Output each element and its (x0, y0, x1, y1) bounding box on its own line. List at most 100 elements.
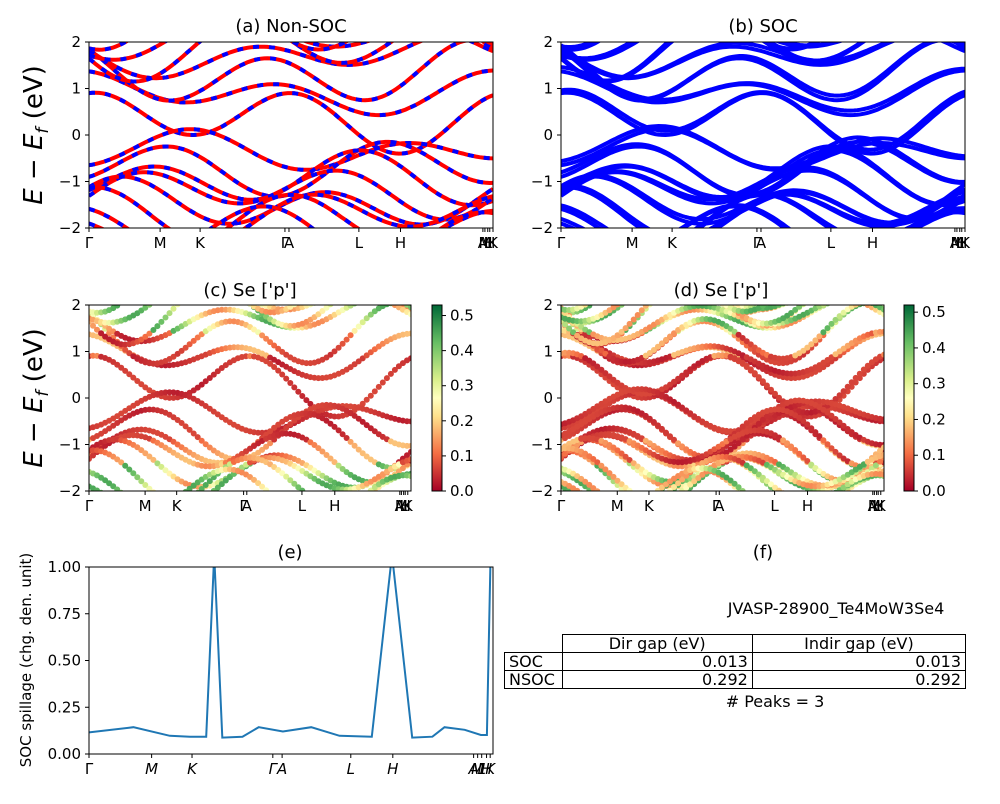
band-point-c (154, 323, 161, 330)
band-point-d (635, 506, 641, 512)
band-point-d (833, 494, 839, 500)
band-point-c (199, 254, 205, 260)
band-point-c (391, 366, 398, 373)
ytick-label-b: 1 (543, 80, 553, 98)
band-point-d (675, 254, 681, 260)
band-point-d (752, 503, 758, 509)
xtick-label-a: K (488, 234, 499, 252)
band-point-d (631, 510, 637, 516)
band-point-c (279, 470, 286, 477)
xtick-label-a: H (484, 234, 495, 252)
band-point-c (380, 285, 386, 291)
band-point-d (820, 289, 826, 295)
band-point-d (780, 289, 786, 295)
band-point-c (340, 503, 346, 509)
xtick-label-d: Γ (712, 497, 721, 515)
band-point-c (154, 507, 160, 513)
band-point-d (860, 366, 867, 373)
band-point-d (788, 282, 794, 288)
band-point-d (727, 477, 734, 484)
band-point-d (808, 425, 815, 432)
band-point-d (853, 296, 859, 302)
band-point-d (812, 290, 818, 296)
band-point-c (291, 513, 297, 519)
band-point-c (198, 437, 205, 444)
band-point-d (594, 296, 600, 302)
band-point-c (267, 339, 274, 346)
band-point-c (207, 260, 213, 266)
band-point-c (206, 478, 213, 485)
ytick-label-a: 2 (71, 33, 81, 51)
band-point-d (627, 504, 633, 510)
band-point-d (849, 275, 855, 281)
band-point-c (134, 474, 141, 481)
band-point-d (825, 498, 831, 504)
band-point-c (295, 388, 302, 395)
band-point-c (214, 368, 221, 375)
band-point-d (872, 462, 879, 469)
band-point-c (182, 344, 189, 351)
band-point-c (214, 484, 221, 491)
band-line-a (89, 204, 493, 228)
ytick-label-b: 2 (543, 33, 553, 51)
band-line-a (89, 68, 493, 118)
band-point-d (650, 347, 657, 353)
band-point-c (163, 510, 169, 516)
xtick-label-a: A (284, 234, 295, 252)
xtick-label-e: Γ (85, 760, 94, 778)
band-point-c (187, 502, 193, 508)
band-point-d (825, 268, 831, 274)
band-point-d (881, 311, 884, 318)
band-point-d (800, 418, 807, 424)
band-point-d (602, 494, 608, 500)
xtick-label-c: K (172, 497, 183, 515)
band-point-c (408, 442, 411, 449)
band-point-c (162, 467, 169, 474)
band-point-d (627, 258, 633, 264)
band-point-d (607, 279, 613, 285)
band-point-d (816, 288, 822, 294)
ytick-label-d: −2 (531, 482, 553, 500)
band-point-d (861, 295, 867, 301)
band-point-d (598, 347, 605, 354)
band-point-c (179, 280, 185, 286)
band-point-d (776, 290, 782, 296)
band-point-c (263, 443, 270, 450)
band-point-c (203, 494, 209, 500)
band-point-d (784, 493, 790, 499)
band-point-d (647, 277, 653, 283)
band-point-d (602, 284, 608, 290)
band-point-d (655, 500, 661, 506)
band-point-d (792, 447, 799, 453)
band-point-d (667, 281, 673, 287)
band-point-c (360, 289, 366, 295)
band-point-c (347, 332, 354, 339)
band-point-c (183, 294, 189, 300)
band-point-c (311, 496, 317, 502)
band-point-d (877, 458, 883, 465)
band-point-c (332, 271, 338, 277)
band-point-c (352, 502, 358, 508)
band-point-d (833, 289, 839, 295)
band-point-c (299, 487, 306, 491)
band-point-d (776, 360, 782, 367)
band-point-c (106, 495, 112, 501)
band-point-d (820, 437, 827, 444)
band-point-d (687, 266, 693, 272)
band-point-d (788, 499, 794, 505)
band-point-d (759, 378, 766, 385)
band-point-c (392, 293, 398, 299)
ytick-label-e: 1.00 (48, 558, 81, 576)
xtick-label-a: Γ (85, 234, 94, 252)
band-point-d (788, 297, 794, 303)
band-point-c (356, 299, 362, 305)
band-point-c (351, 327, 358, 334)
band-line-a (89, 42, 493, 84)
band-point-c (291, 417, 298, 424)
band-point-c (372, 294, 378, 300)
band-point-c (356, 498, 362, 504)
xtick-label-e: L (478, 760, 486, 778)
band-point-c (368, 291, 374, 297)
band-point-d (824, 325, 831, 332)
band-point-c (146, 330, 153, 337)
